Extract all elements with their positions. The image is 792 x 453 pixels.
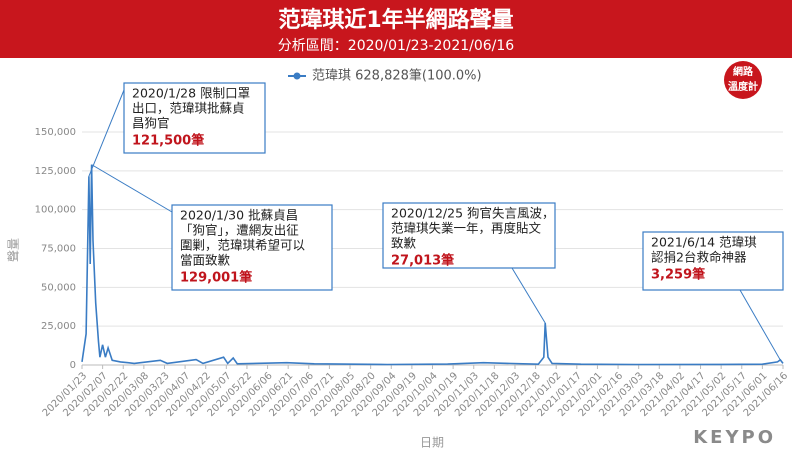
badge-text: 溫度計 [728,80,758,93]
series-line [81,164,784,366]
chart-title: 范瑋琪近1年半網路聲量 [278,7,513,33]
y-axis-label: 聲量 [6,238,21,262]
annotation-text: 昌狗官 [132,116,170,131]
annotation-connector [88,89,125,177]
legend-label: 范瑋琪 628,828筆(100.0%) [312,69,482,84]
annotation-text: 出口，范瑋琪批蘇貞 [132,101,245,116]
x-axis-label: 日期 [420,436,444,450]
annotation-text: 認捐2台救命神器 [651,250,747,265]
y-tick-label: 125,000 [35,166,76,177]
y-tick-label: 0 [70,360,76,371]
annotation-connector [511,267,546,324]
annotation-text: 2020/1/30 批蘇貞昌 [180,208,298,223]
y-tick-label: 75,000 [41,244,76,255]
y-tick-label: 50,000 [41,282,76,293]
annotation-text: 「狗官」，遭網友出征 [180,223,299,238]
annotation-box [123,82,266,154]
legend-marker [293,72,301,80]
annotation-text: 圍剿，范瑋琪希望可以 [180,238,306,253]
y-tick-label: 25,000 [41,321,76,332]
annotation-value: 121,500筆 [132,133,204,149]
chart-subtitle: 分析區間：2020/01/23-2021/06/16 [278,38,515,54]
y-tick-label: 150,000 [35,127,76,138]
annotation-box [642,231,784,291]
badge [724,61,762,99]
annotation-text: 2021/6/14 范瑋琪 [651,235,757,250]
annotation-value: 3,259筆 [651,267,705,283]
y-tick-label: 100,000 [35,205,76,216]
annotation-box [171,204,333,291]
annotation-value: 27,013筆 [391,253,454,269]
annotation-connector [739,289,781,361]
annotation-box [382,202,556,269]
annotation-text: 2020/12/25 狗官失言風波， [391,206,555,221]
annotation-text: 當面致歉 [180,253,231,268]
badge-text: 網路 [733,65,754,78]
annotation-connector [91,164,173,213]
annotation-text: 致歉 [391,236,417,251]
logo: KEYPO [693,427,776,448]
header-band [0,0,792,58]
annotation-text: 2020/1/28 限制口罩 [132,86,250,101]
annotation-value: 129,001筆 [180,270,252,286]
annotation-text: 范瑋琪失業一年，再度貼文 [391,221,542,236]
